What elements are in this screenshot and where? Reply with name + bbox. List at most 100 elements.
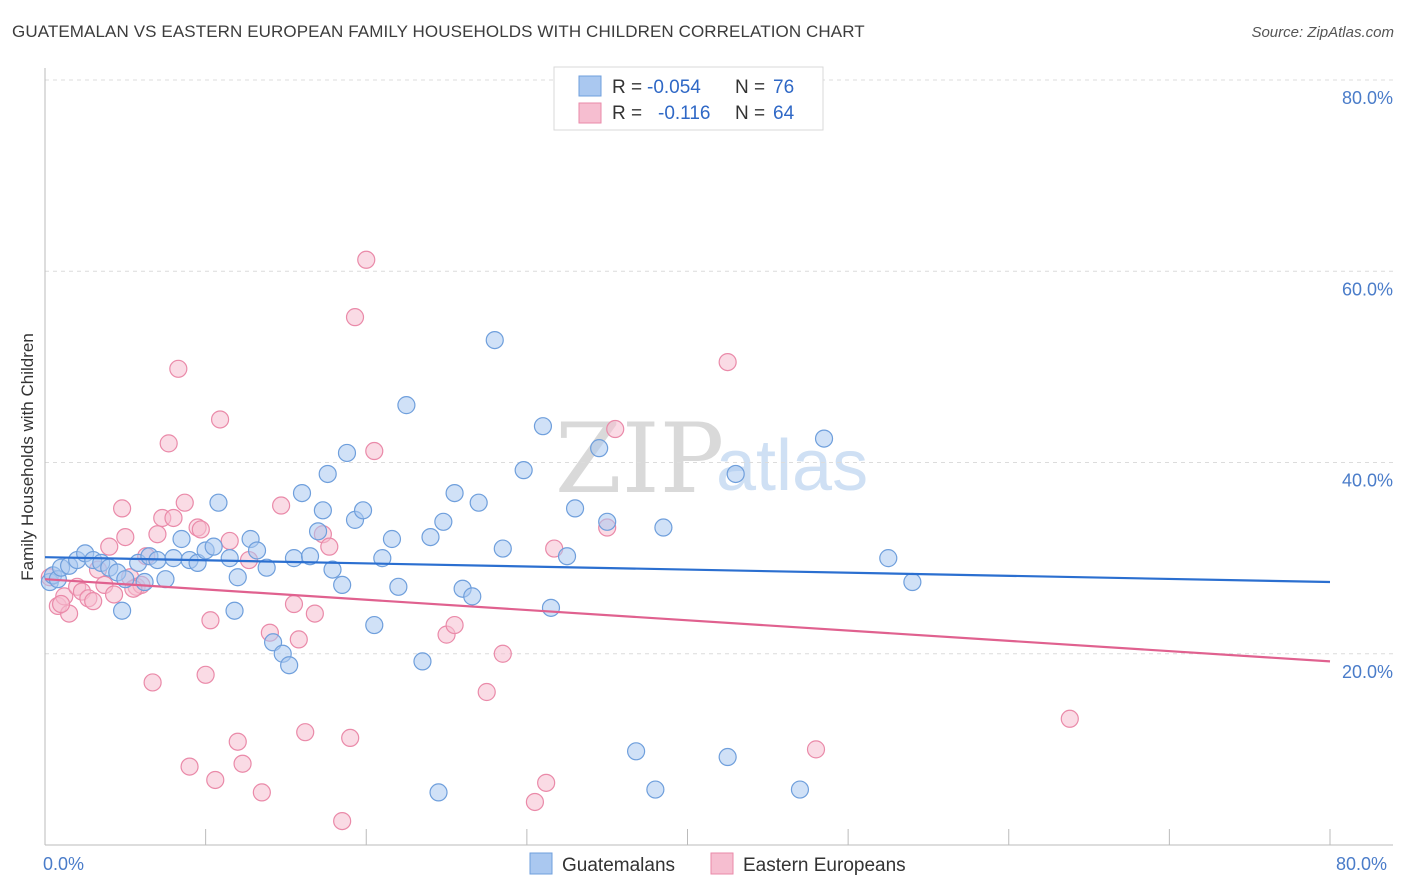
data-point <box>280 656 299 675</box>
data-point <box>333 811 352 831</box>
data-point <box>365 441 384 461</box>
legend-pink-n-value: 64 <box>773 103 795 124</box>
data-point <box>225 601 244 620</box>
data-point <box>541 598 561 617</box>
legend-top: R = -0.054 N = 76 R = -0.116 N = 64 <box>553 66 824 131</box>
series-eastern-europeans <box>40 250 1079 831</box>
data-point <box>313 501 332 520</box>
legend-blue-n-label: N = <box>735 77 765 98</box>
data-point <box>164 508 183 528</box>
data-point <box>903 572 922 592</box>
data-point <box>525 792 545 812</box>
data-point <box>320 537 339 556</box>
data-point <box>308 522 328 541</box>
x-tick-label-start: 0.0% <box>43 854 84 874</box>
data-point <box>806 740 826 759</box>
data-point <box>814 429 834 448</box>
data-point <box>191 520 210 539</box>
data-point <box>180 757 199 776</box>
x-tick-label-end: 80.0% <box>1336 854 1387 874</box>
data-point <box>112 601 132 620</box>
legend-blue-swatch <box>578 75 602 97</box>
data-point <box>646 780 665 799</box>
data-point <box>305 604 324 623</box>
legend-blue-r-value: -0.054 <box>647 77 701 98</box>
data-point <box>790 780 810 799</box>
legend-bottom-pink-label: Eastern Europeans <box>743 855 906 876</box>
data-point <box>323 560 342 579</box>
data-point <box>463 587 482 606</box>
data-point <box>296 723 315 742</box>
trend-line-eastern-europeans <box>44 578 1331 663</box>
data-point <box>84 592 103 611</box>
data-point <box>284 549 304 568</box>
data-point <box>104 585 124 604</box>
data-point <box>156 570 175 589</box>
data-point <box>201 611 220 630</box>
data-point <box>606 419 625 439</box>
y-axis-title: Family Households with Children <box>18 333 37 581</box>
legend-blue-r-label: R = <box>612 77 642 98</box>
data-point <box>365 615 384 635</box>
y-tick-label: 80.0% <box>1342 88 1393 108</box>
data-point <box>353 501 373 520</box>
data-point <box>718 352 737 372</box>
data-point <box>445 615 464 635</box>
legend-blue-n-value: 76 <box>773 77 794 98</box>
data-point <box>493 644 512 663</box>
data-point <box>252 783 271 802</box>
data-point <box>718 747 737 767</box>
data-point <box>159 434 178 453</box>
data-point <box>289 630 308 649</box>
data-point <box>318 464 337 484</box>
legend-bottom-pink-swatch <box>710 852 734 875</box>
legend-bottom: Guatemalans Eastern Europeans <box>529 852 906 876</box>
data-point <box>116 527 135 547</box>
source-label: Source: ZipAtlas.com <box>1251 24 1394 41</box>
data-point <box>626 742 646 761</box>
axes <box>44 68 1393 846</box>
chart-title: GUATEMALAN VS EASTERN EUROPEAN FAMILY HO… <box>12 22 865 41</box>
data-point <box>51 594 71 614</box>
legend-pink-n-label: N = <box>735 103 765 124</box>
data-point <box>726 464 745 484</box>
data-point <box>337 443 357 463</box>
data-point <box>169 359 188 378</box>
trend-line-guatemalans <box>44 556 1331 584</box>
data-point <box>373 549 392 568</box>
data-point <box>272 496 291 515</box>
watermark-atlas: atlas <box>716 426 868 506</box>
y-tick-label: 40.0% <box>1342 471 1393 491</box>
data-point <box>345 308 365 327</box>
data-point <box>477 682 496 702</box>
data-point <box>175 493 194 512</box>
data-point <box>654 518 673 537</box>
data-point <box>469 493 488 512</box>
data-point <box>357 250 376 269</box>
y-tick-label: 60.0% <box>1342 279 1393 299</box>
legend-bottom-blue-label: Guatemalans <box>562 855 675 876</box>
y-tick-label: 20.0% <box>1342 662 1393 682</box>
data-point <box>204 537 223 556</box>
data-point <box>434 512 453 531</box>
data-point <box>565 499 585 518</box>
data-point <box>247 541 267 560</box>
data-point <box>209 493 228 512</box>
legend-bottom-blue-swatch <box>529 852 553 875</box>
data-point <box>485 331 504 350</box>
data-point <box>206 770 225 790</box>
x-ticks <box>205 829 1331 845</box>
data-point <box>879 549 898 568</box>
y-tick-labels: 20.0% 40.0% 60.0% 80.0% <box>1342 88 1393 682</box>
data-point <box>143 673 162 692</box>
watermark-zip: ZIP <box>555 403 724 515</box>
data-point <box>210 410 230 429</box>
data-point <box>397 396 416 415</box>
data-point <box>382 529 402 549</box>
legend-pink-swatch <box>578 102 602 124</box>
data-point <box>421 527 440 547</box>
data-point <box>233 754 252 773</box>
data-point <box>413 652 432 671</box>
data-point <box>135 572 154 592</box>
